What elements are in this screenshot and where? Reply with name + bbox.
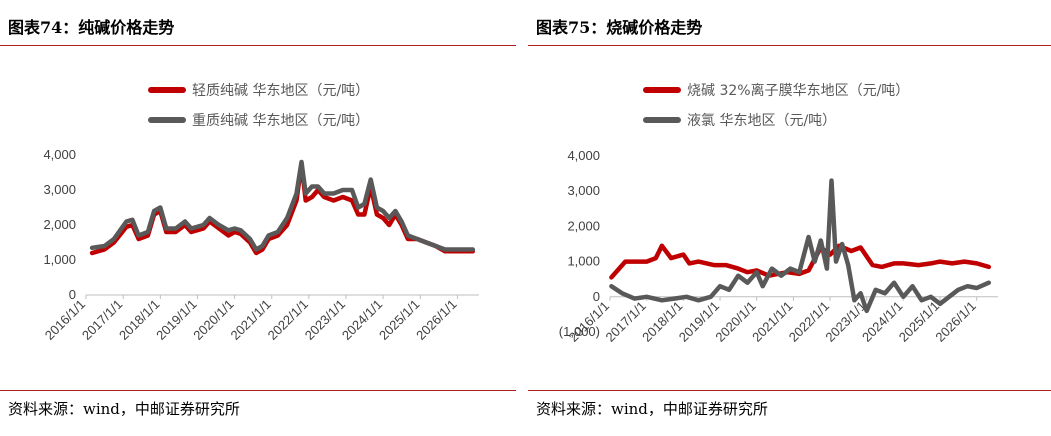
y-tick-label: 4,000 xyxy=(567,148,600,163)
legend-item-series1: 烧碱 32%离子膜华东地区（元/吨） xyxy=(643,75,909,105)
legend-swatch-series1 xyxy=(643,87,681,93)
legend-label-series2: 重质纯碱 华东地区（元/吨） xyxy=(192,113,370,129)
y-tick-label: 3,000 xyxy=(43,182,76,197)
chart-title: 图表74：纯碱价格走势 xyxy=(8,18,175,37)
legend-label-series1: 烧碱 32%离子膜华东地区（元/吨） xyxy=(687,83,910,99)
chart-legend: 烧碱 32%离子膜华东地区（元/吨） 液氯 华东地区（元/吨） xyxy=(643,75,909,135)
legend-swatch-series1 xyxy=(148,87,186,93)
y-tick-label: (1,000) xyxy=(559,324,600,339)
y-tick-label: 2,000 xyxy=(567,218,600,233)
caustic-soda-chart-panel: 图表75：烧碱价格走势 烧碱 32%离子膜华东地区（元/吨） 液氯 华东地区（元… xyxy=(528,0,1051,436)
x-tick-label: 2026/1/1 xyxy=(413,297,459,343)
source-divider xyxy=(0,390,516,391)
source-note: 资料来源：wind，中邮证券研究所 xyxy=(8,400,240,418)
series-line-2 xyxy=(609,178,992,314)
chart-title: 图表75：烧碱价格走势 xyxy=(536,18,703,37)
source-note: 资料来源：wind，中邮证券研究所 xyxy=(536,400,768,418)
y-tick-label: 2,000 xyxy=(43,217,76,232)
legend-item-series2: 液氯 华东地区（元/吨） xyxy=(643,105,909,135)
x-tick-label: 2020/1/1 xyxy=(190,297,236,343)
x-tick-label: 2024/1/1 xyxy=(339,297,385,343)
series-line-2 xyxy=(89,159,476,252)
y-tick-label: 1,000 xyxy=(567,254,600,269)
legend-item-series2: 重质纯碱 华东地区（元/吨） xyxy=(148,105,369,135)
soda-ash-line-chart: 4,0003,0002,0001,00002016/1/12017/1/1201… xyxy=(42,147,479,343)
chart-legend: 轻质纯碱 华东地区（元/吨） 重质纯碱 华东地区（元/吨） xyxy=(148,75,369,135)
y-tick-label: 1,000 xyxy=(43,252,76,267)
y-tick-label: 0 xyxy=(69,287,76,302)
legend-swatch-series2 xyxy=(148,117,186,123)
source-divider xyxy=(528,390,1051,391)
legend-swatch-series2 xyxy=(643,117,681,123)
title-divider xyxy=(528,45,1051,46)
legend-label-series1: 轻质纯碱 华东地区（元/吨） xyxy=(192,83,370,99)
x-tick-label: 2016/1/1 xyxy=(42,297,88,343)
title-divider xyxy=(0,45,516,46)
y-tick-label: 4,000 xyxy=(43,147,76,162)
legend-label-series2: 液氯 华东地区（元/吨） xyxy=(687,113,837,129)
y-tick-label: 3,000 xyxy=(567,183,600,198)
caustic-soda-line-chart: 4,0003,0002,0001,0000(1,000)2016/1/12017… xyxy=(559,148,998,345)
legend-item-series1: 轻质纯碱 华东地区（元/吨） xyxy=(148,75,369,105)
y-tick-label: 0 xyxy=(593,289,600,304)
soda-ash-chart-panel: 图表74：纯碱价格走势 轻质纯碱 华东地区（元/吨） 重质纯碱 华东地区（元/吨… xyxy=(0,0,516,436)
